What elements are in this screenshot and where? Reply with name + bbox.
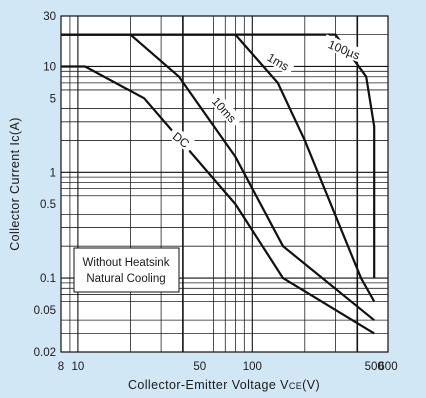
y-tick-label: 0.02 — [34, 347, 56, 359]
series-line-0 — [61, 33, 376, 279]
note-line-2: Natural Cooling — [86, 273, 165, 285]
y-tick-label: 0.5 — [40, 199, 56, 211]
x-axis-label: Collector-Emitter Voltage VCE(V) — [128, 378, 320, 392]
note-box: Without Heatsink Natural Cooling — [73, 247, 180, 293]
y-axis-label: Collector Current Ic(A) — [8, 117, 22, 251]
major-grid — [61, 16, 388, 352]
x-tick-label: 8 — [58, 361, 64, 373]
x-tick-label: 100 — [243, 361, 262, 373]
series-line-1 — [61, 33, 376, 303]
y-tick-label: 0.1 — [40, 273, 56, 285]
x-tick-label: 600 — [378, 361, 397, 373]
note-line-1: Without Heatsink — [83, 257, 170, 269]
x-tick-label: 50 — [193, 361, 206, 373]
y-tick-label: 0.05 — [34, 305, 56, 317]
series-line-2 — [61, 33, 375, 322]
x-tick-label: 500 — [365, 361, 384, 373]
y-tick-label: 5 — [50, 93, 56, 105]
plot-area — [60, 15, 389, 353]
x-tick-label: 10 — [72, 361, 85, 373]
series-layer — [61, 33, 376, 335]
y-tick-label: 30 — [43, 11, 56, 23]
y-tick-label: 1 — [50, 167, 56, 179]
y-tick-label: 10 — [43, 61, 56, 73]
series-line-3 — [61, 65, 375, 335]
